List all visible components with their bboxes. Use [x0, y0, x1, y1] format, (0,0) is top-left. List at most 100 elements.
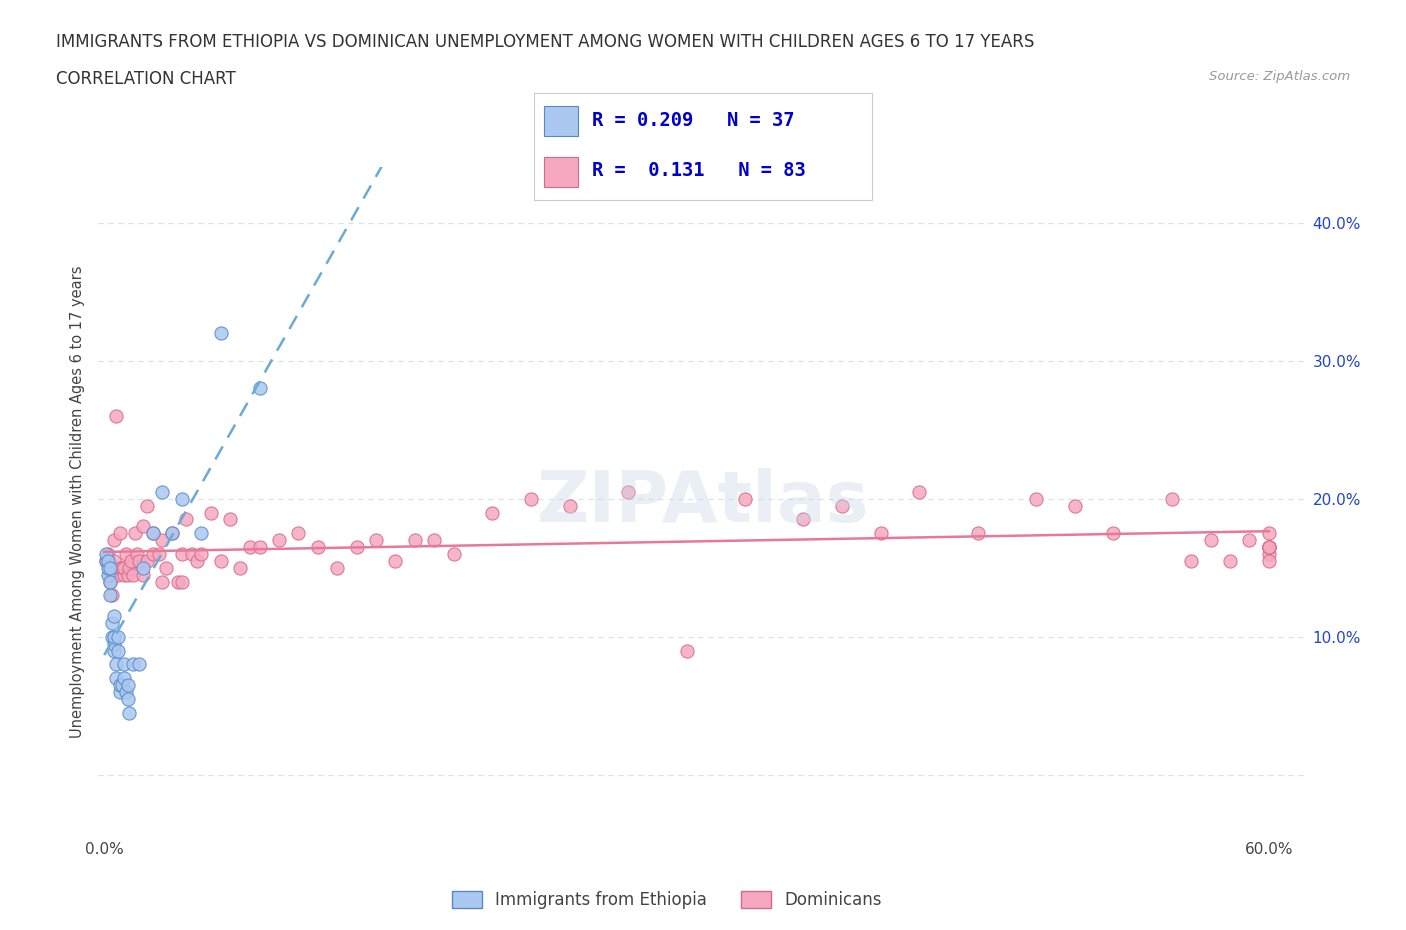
Point	[1160, 491, 1182, 506]
Text: CORRELATION CHART: CORRELATION CHART	[56, 70, 236, 87]
Point	[174, 512, 197, 527]
Point	[384, 553, 406, 568]
Point	[209, 553, 232, 568]
Point	[152, 533, 174, 548]
Point	[481, 505, 503, 520]
Point	[152, 485, 174, 499]
Point	[346, 539, 368, 554]
Point	[1257, 547, 1279, 562]
Point	[249, 381, 271, 396]
Point	[443, 547, 465, 562]
Point	[148, 547, 170, 562]
Point	[831, 498, 853, 513]
Y-axis label: Unemployment Among Women with Children Ages 6 to 17 years: Unemployment Among Women with Children A…	[70, 266, 86, 738]
Point	[190, 525, 212, 540]
Point	[1257, 553, 1279, 568]
Point	[617, 485, 640, 499]
Point	[122, 657, 145, 671]
Point	[170, 574, 193, 589]
Point	[124, 525, 146, 540]
Point	[142, 525, 165, 540]
Point	[267, 533, 290, 548]
Text: IMMIGRANTS FROM ETHIOPIA VS DOMINICAN UNEMPLOYMENT AMONG WOMEN WITH CHILDREN AGE: IMMIGRANTS FROM ETHIOPIA VS DOMINICAN UN…	[56, 33, 1035, 50]
Point	[160, 525, 183, 540]
Point	[1257, 525, 1279, 540]
Legend: Immigrants from Ethiopia, Dominicans: Immigrants from Ethiopia, Dominicans	[446, 884, 889, 916]
Point	[128, 657, 150, 671]
Point	[111, 561, 134, 576]
Point	[103, 553, 125, 568]
Point	[127, 547, 149, 562]
Point	[136, 553, 159, 568]
Text: Source: ZipAtlas.com: Source: ZipAtlas.com	[1209, 70, 1350, 83]
Point	[98, 588, 121, 603]
Point	[108, 684, 131, 699]
Point	[239, 539, 262, 554]
Point	[118, 561, 141, 576]
Text: ZIPAtlas: ZIPAtlas	[537, 468, 869, 537]
Point	[132, 567, 155, 582]
Point	[132, 519, 155, 534]
Point	[249, 539, 271, 554]
Point	[114, 684, 136, 699]
Point	[1257, 539, 1279, 554]
Point	[117, 692, 139, 707]
Point	[97, 567, 120, 582]
Point	[112, 657, 135, 671]
Point	[792, 512, 814, 527]
Point	[152, 574, 174, 589]
Point	[98, 574, 121, 589]
Point	[111, 678, 134, 693]
Point	[167, 574, 190, 589]
Text: R =  0.131   N = 83: R = 0.131 N = 83	[592, 161, 806, 179]
Point	[108, 678, 131, 693]
Point	[103, 533, 125, 548]
Point	[1180, 553, 1202, 568]
Point	[96, 553, 118, 568]
Point	[136, 498, 159, 513]
Point	[142, 525, 165, 540]
Point	[96, 553, 118, 568]
Point	[734, 491, 756, 506]
Point	[103, 630, 125, 644]
Point	[1257, 539, 1279, 554]
Point	[869, 525, 891, 540]
Point	[1199, 533, 1222, 548]
Point	[155, 561, 177, 576]
Point	[103, 636, 125, 651]
Point	[97, 547, 120, 562]
Point	[107, 630, 129, 644]
Point	[1102, 525, 1125, 540]
Point	[326, 561, 349, 576]
Point	[103, 644, 125, 658]
Point	[908, 485, 931, 499]
Point	[104, 671, 127, 685]
Point	[219, 512, 242, 527]
Point	[108, 561, 131, 576]
Text: R = 0.209   N = 37: R = 0.209 N = 37	[592, 111, 794, 130]
Point	[118, 705, 141, 720]
Point	[97, 561, 120, 576]
Point	[966, 525, 988, 540]
Point	[101, 630, 124, 644]
Point	[101, 588, 124, 603]
Point	[160, 525, 183, 540]
Point	[101, 616, 124, 631]
Point	[107, 567, 129, 582]
Point	[117, 567, 139, 582]
Point	[520, 491, 543, 506]
Point	[107, 644, 129, 658]
Point	[117, 678, 139, 693]
Point	[209, 326, 232, 340]
Point	[103, 567, 125, 582]
Point	[200, 505, 222, 520]
Point	[1239, 533, 1261, 548]
Point	[423, 533, 446, 548]
Point	[112, 561, 135, 576]
Point	[307, 539, 329, 554]
Point	[170, 491, 193, 506]
Point	[1063, 498, 1085, 513]
Point	[180, 547, 202, 562]
Point	[1257, 539, 1279, 554]
Point	[114, 547, 136, 562]
